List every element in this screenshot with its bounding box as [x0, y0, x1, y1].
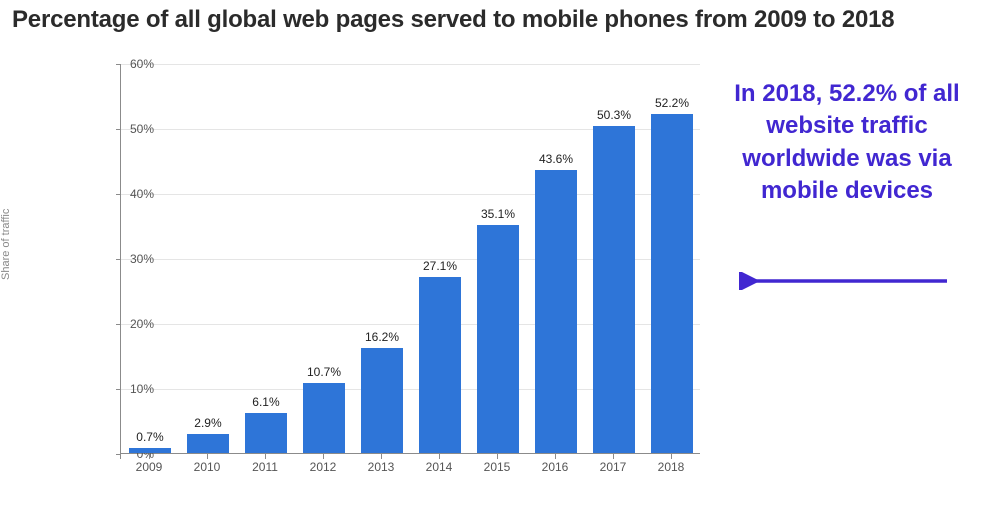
bar: 0.7%	[129, 448, 171, 453]
y-tick-label: 60%	[114, 57, 154, 71]
x-tick	[323, 454, 324, 459]
bar-value-label: 16.2%	[361, 330, 403, 344]
x-tick	[613, 454, 614, 459]
x-tick	[207, 454, 208, 459]
x-tick	[381, 454, 382, 459]
bar-value-label: 27.1%	[419, 259, 461, 273]
x-tick	[120, 454, 121, 459]
chart-title: Percentage of all global web pages serve…	[12, 6, 894, 34]
bar-value-label: 52.2%	[651, 96, 693, 110]
bar: 52.2%	[651, 114, 693, 453]
bar-value-label: 35.1%	[477, 207, 519, 221]
bar-value-label: 2.9%	[187, 416, 229, 430]
bar: 50.3%	[593, 126, 635, 453]
bar-value-label: 50.3%	[593, 108, 635, 122]
bar: 6.1%	[245, 413, 287, 453]
bar: 27.1%	[419, 277, 461, 453]
bar-value-label: 43.6%	[535, 152, 577, 166]
bar: 43.6%	[535, 170, 577, 453]
bar-value-label: 10.7%	[303, 365, 345, 379]
bar-value-label: 0.7%	[129, 430, 171, 444]
x-tick	[149, 454, 150, 459]
x-tick-label: 2012	[310, 460, 337, 474]
x-tick-label: 2016	[542, 460, 569, 474]
gridline	[121, 64, 700, 65]
x-tick	[265, 454, 266, 459]
x-tick-label: 2011	[252, 460, 278, 474]
x-tick-label: 2015	[484, 460, 511, 474]
x-tick-label: 2014	[426, 460, 453, 474]
y-axis-label: Share of traffic	[0, 209, 12, 280]
y-tick-label: 10%	[114, 382, 154, 396]
y-tick-label: 50%	[114, 122, 154, 136]
bar: 16.2%	[361, 348, 403, 453]
x-tick-label: 2018	[658, 460, 685, 474]
x-tick	[497, 454, 498, 459]
x-tick-label: 2009	[136, 460, 163, 474]
chart-container: 0%10%20%30%40%50%60%0.7%2.9%6.1%10.7%16.…	[80, 64, 710, 484]
y-tick-label: 40%	[114, 187, 154, 201]
bar-value-label: 6.1%	[245, 395, 287, 409]
plot-area: 0%10%20%30%40%50%60%0.7%2.9%6.1%10.7%16.…	[120, 64, 700, 454]
y-tick-label: 30%	[114, 252, 154, 266]
arrow-left-icon	[739, 272, 949, 290]
x-tick-label: 2017	[600, 460, 627, 474]
x-tick	[555, 454, 556, 459]
bar: 10.7%	[303, 383, 345, 453]
bar: 35.1%	[477, 225, 519, 453]
x-tick	[439, 454, 440, 459]
x-tick-label: 2010	[194, 460, 221, 474]
x-tick	[671, 454, 672, 459]
callout-text: In 2018, 52.2% of all website traffic wo…	[717, 78, 977, 208]
bar: 2.9%	[187, 434, 229, 453]
y-tick-label: 20%	[114, 317, 154, 331]
x-tick-label: 2013	[368, 460, 395, 474]
